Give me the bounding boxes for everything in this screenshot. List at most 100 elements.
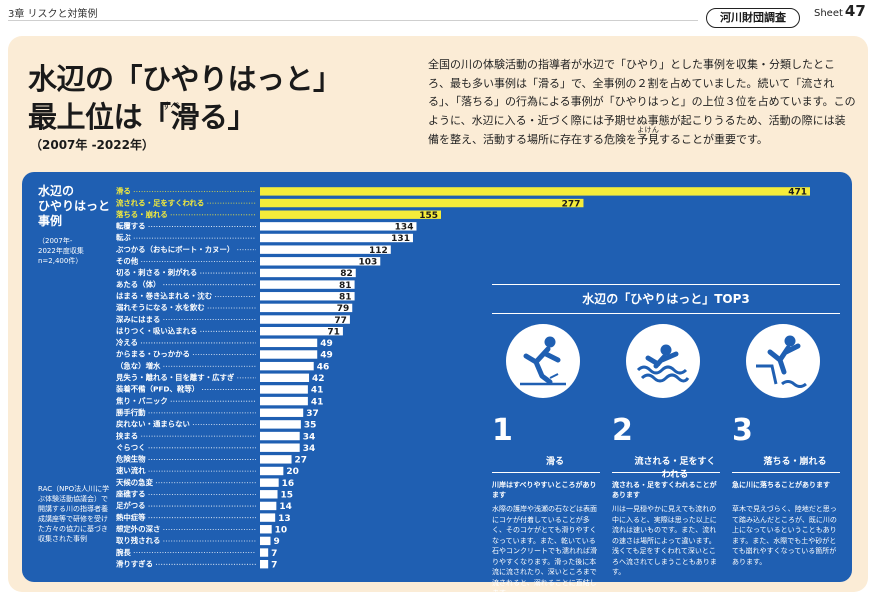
bar-value-label: 9	[274, 537, 280, 547]
top3-item-body: 水際の護岸や浅瀬の石などは表面にコケが付着していることが多く、そのコケがとても滑…	[492, 505, 597, 597]
sheet-page-number: 47	[844, 2, 866, 20]
bar	[260, 455, 292, 464]
top3-item-subtitle: 川岸はすべりやすいところがあります	[492, 481, 597, 499]
bar-label: はまる・巻き込まれる・沈む	[116, 291, 213, 300]
bar-value-label: 7	[271, 549, 277, 559]
bar	[260, 245, 391, 254]
bar-value-label: 81	[339, 292, 352, 302]
intro-ruby-base: 予見	[637, 132, 659, 146]
bar-value-label: 71	[327, 327, 340, 337]
title-line-2: 最上位は「滑る」	[28, 100, 257, 134]
bar-value-label: 42	[312, 374, 325, 384]
header-divider	[8, 20, 698, 21]
bar-value-label: 46	[317, 362, 330, 372]
bar	[260, 315, 350, 324]
bar-label: 深みにはまる	[116, 315, 160, 324]
brand-badge: 河川財団調査	[706, 8, 800, 28]
bar-value-label: 277	[562, 199, 581, 209]
bar	[260, 536, 271, 546]
bar-value-label: 7	[271, 560, 277, 570]
chart-title-line-3: 事例	[38, 214, 63, 228]
bar	[260, 396, 308, 406]
bar	[260, 327, 343, 336]
bar	[260, 466, 284, 476]
bar-value-label: 131	[391, 234, 410, 244]
chart-note: （2007年- 2022年度収集 n=2,400件）	[38, 236, 84, 266]
chapter-label: 3章 リスクと対策例	[8, 9, 98, 20]
bar	[260, 478, 279, 487]
bar	[260, 420, 301, 429]
intro-text: 全国の川の体験活動の指導者が水辺で「ひやり」とした事例を収集・分類したところ、最…	[428, 56, 856, 149]
bar-value-label: 13	[278, 514, 291, 524]
intro-text-main: 全国の川の体験活動の指導者が水辺で「ひやり」とした事例を収集・分類したところ、最…	[428, 58, 856, 146]
intro-text-end: することが重要です。	[659, 132, 768, 146]
bar-label: 滑りすぎる	[116, 559, 153, 568]
bar-value-label: 34	[303, 444, 316, 454]
swept-away-icon	[626, 324, 700, 398]
top3-item-name: 流される・足をすくわれる	[634, 457, 716, 480]
bar-value-label: 103	[358, 258, 377, 268]
bar	[260, 338, 318, 348]
top3-item-subtitle: 流される・足をすくわれることがあります	[612, 481, 717, 499]
bar-value-label: 34	[303, 432, 316, 442]
top3-item-name: 滑る	[545, 457, 564, 467]
bar	[260, 222, 417, 231]
title-ruby: すべ	[162, 102, 180, 112]
bar	[260, 350, 318, 359]
bar-value-label: 134	[395, 223, 414, 233]
bar-label: 転ぶ	[116, 233, 131, 242]
bar	[260, 548, 269, 557]
bar-value-label: 77	[334, 316, 347, 326]
bar-label: 足がつる	[116, 501, 146, 510]
top3-item-subtitle: 急に川に落ちることがあります	[732, 481, 830, 489]
bar-label: 天候の急変	[116, 478, 154, 487]
chart-note-line-2: 2022年度収集	[38, 247, 84, 255]
bar-label: 溺れそうになる・水を飲む	[116, 303, 205, 312]
bar-value-label: 10	[275, 525, 288, 535]
bar-value-label: 41	[311, 386, 324, 396]
page-header: 3章 リスクと対策例 河川財団調査 Sheet 47	[0, 0, 882, 30]
bar-value-label: 35	[304, 421, 317, 431]
bar-label: ぐらつく	[116, 443, 146, 452]
bar-label: 落ちる・崩れる	[116, 210, 168, 219]
bar	[260, 233, 413, 243]
bar	[260, 373, 310, 382]
rank-number: 3	[732, 413, 753, 448]
page-title: 水辺の「ひやりはっと」 すべ 最上位は「滑る」	[28, 60, 342, 136]
bar-label: ぶつかる（おもにボート・カヌー）	[115, 245, 234, 254]
bar	[260, 513, 276, 522]
bar-label: 座礁する	[115, 490, 146, 499]
bar-label: 危険生物	[115, 455, 146, 464]
bar-value-label: 79	[337, 304, 350, 314]
bar-label: 流される・足をすくわれる	[116, 198, 204, 207]
bar-value-label: 16	[282, 479, 295, 489]
bar-label: 見失う・離れる・目を離す・広すぎ	[115, 373, 235, 382]
bar-label: はりつく・吸い込まれる	[116, 326, 197, 335]
top3-divider	[492, 472, 600, 473]
fall-icon	[746, 324, 820, 398]
bar	[260, 187, 810, 196]
bar-value-label: 20	[286, 467, 299, 477]
bar	[260, 198, 584, 208]
chart-title-line-2: ひやりはっと	[38, 199, 111, 213]
top3-section: 水辺の「ひやりはっと」TOP3 1 滑る 川岸はすべりやすいところがあります 水…	[492, 284, 840, 597]
bar-label: 熱中症等	[116, 513, 146, 522]
top3-item-2: 2 流される・足をすくわれる 流される・足をすくわれることがあります 川は一見穏…	[612, 324, 720, 576]
bar-label: 戻れない・通まらない	[115, 420, 190, 429]
chart-source: RAC（NPO法人川に学ぶ体験活動協議会）で開講する川の指導者養成講座等で研修を…	[38, 485, 110, 543]
bar-label: 腕長	[115, 548, 131, 557]
bar	[260, 501, 277, 511]
bar	[260, 210, 441, 219]
bar-label: 勝手行動	[116, 408, 146, 417]
top3-item-name: 落ちる・崩れる	[763, 457, 827, 467]
bar-value-label: 15	[281, 491, 294, 501]
intro-ruby: 予見よけん	[637, 126, 659, 146]
sheet-label: Sheet	[814, 8, 843, 19]
bar	[260, 385, 308, 394]
bar-label: 装着不備（PFD、靴等）	[115, 385, 199, 394]
bar	[260, 361, 314, 371]
bar-label: 取り残される	[116, 536, 160, 545]
bar-value-label: 112	[369, 246, 388, 256]
bar-label: あたる（体）	[116, 280, 160, 289]
